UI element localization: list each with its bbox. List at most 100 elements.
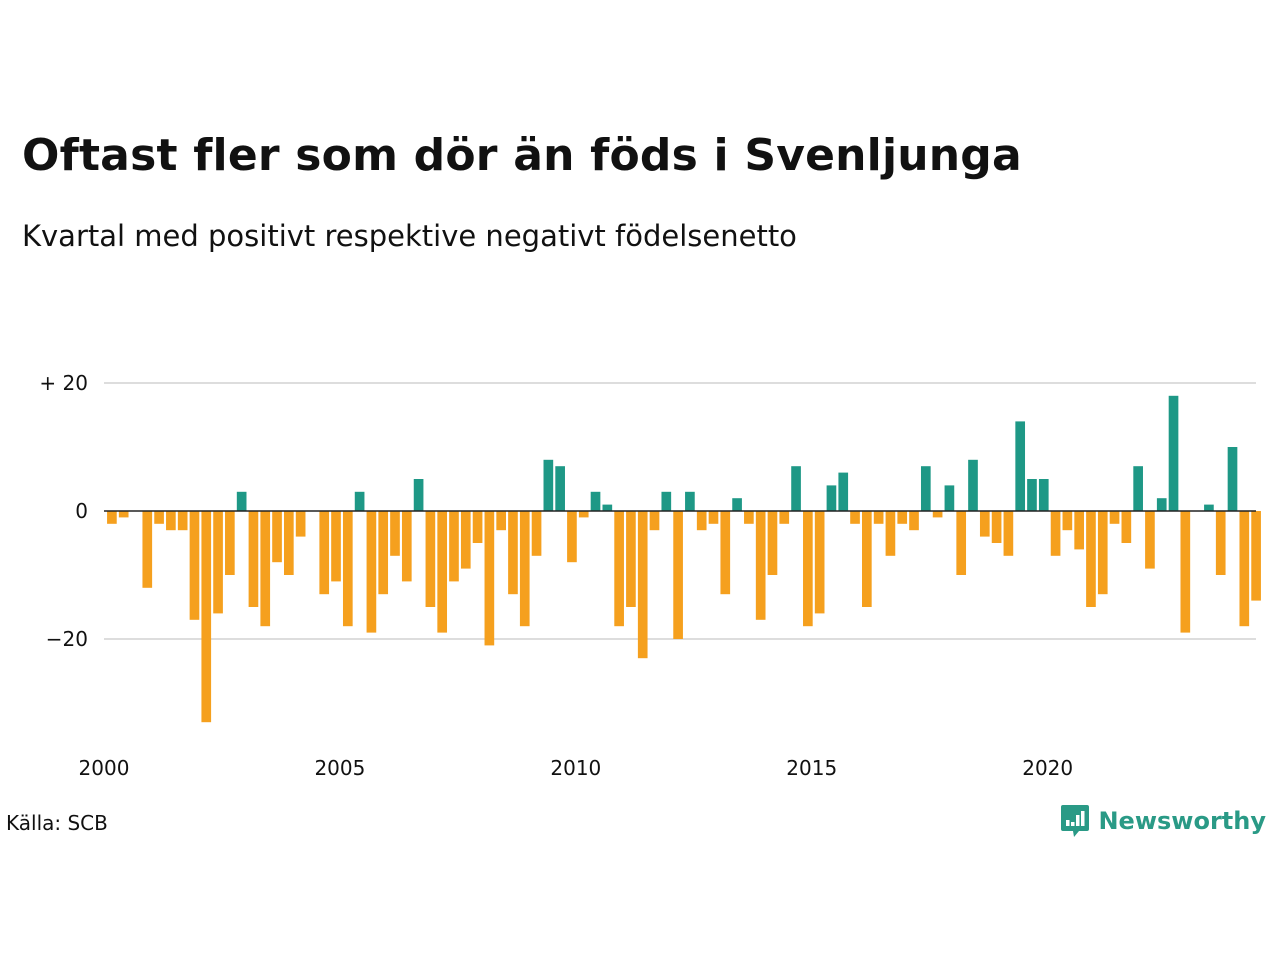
bar-2004-k3 [319,511,330,595]
bar-2012-k3 [696,511,707,531]
bar-2017-k2 [920,466,931,511]
bar-2008-k1 [484,511,495,646]
bar-2019-k4 [1038,479,1049,511]
bar-2000-k1 [107,511,117,524]
bar-2020-k3 [1074,511,1084,550]
y-axis-ticks: + 20 0 −20 [39,371,88,651]
y-tick-label: 0 [75,499,88,523]
bar-2017-k1 [909,511,919,531]
bar-2021-k2 [1109,511,1120,524]
newsworthy-logo-icon [1061,805,1090,837]
bar-2012-k4 [708,511,719,524]
bar-2005-k3 [366,511,377,633]
bar-2012-k1 [673,511,683,639]
brand-logo: Newsworthy [1060,804,1266,838]
bar-2018-k4 [991,511,1002,543]
bar-2022-k2 [1156,498,1167,511]
bar-2010-k2 [590,491,601,511]
source-note: Källa: SCB [6,811,108,835]
bar-2022-k1 [1145,511,1155,569]
bar-2010-k1 [578,511,589,518]
bar-2011-k1 [626,511,636,607]
bar-2004-k4 [331,511,341,582]
bar-2002-k4 [236,491,247,511]
x-axis-ticks: 2000 2005 2010 2015 2020 [79,756,1074,780]
bar-2002-k1 [201,511,212,723]
bar-2016-k2 [873,511,884,524]
bar-2010-k3 [602,504,613,511]
bar-2019-k2 [1015,421,1026,511]
bar-2003-k4 [284,511,294,575]
bar-2016-k1 [862,511,872,607]
bar-2001-k2 [166,511,176,531]
bar-2011-k2 [637,511,648,659]
bar-2001-k1 [154,511,164,524]
bar-2009-k3 [555,466,565,511]
bar-2017-k3 [932,511,943,518]
bar-2022-k4 [1180,511,1191,633]
bar-2019-k3 [1027,479,1037,511]
bar-2005-k4 [378,511,389,595]
bar-2021-k3 [1121,511,1132,543]
bar-2013-k4 [755,511,766,620]
bar-2002-k3 [225,511,235,575]
bar-2014-k3 [791,466,801,511]
brand-name: Newsworthy [1098,807,1266,835]
bar-2013-k2 [732,498,742,511]
bar-2004-k1 [295,511,306,537]
bar-2017-k4 [944,485,955,511]
bar-2011-k4 [661,491,672,511]
bar-2007-k2 [449,511,459,582]
x-tick-label: 2020 [1022,756,1073,780]
y-tick-label: −20 [46,627,88,651]
bar-2006-k2 [401,511,412,582]
bar-2005-k1 [342,511,353,627]
bar-2023-k3 [1215,511,1226,575]
bar-2006-k3 [413,479,424,511]
bar-2007-k3 [460,511,471,569]
bar-2020-k4 [1086,511,1096,607]
bar-2009-k4 [567,511,577,563]
x-tick-label: 2005 [314,756,365,780]
bar-2015-k1 [814,511,825,614]
bar-2024-k1 [1239,511,1250,627]
bar-2006-k4 [425,511,436,607]
bar-2018-k3 [979,511,990,537]
bar-2019-k1 [1003,511,1014,556]
bar-2008-k2 [496,511,506,531]
bar-2015-k2 [826,485,837,511]
bar-2023-k2 [1204,504,1214,511]
bar-2014-k2 [779,511,790,524]
x-tick-label: 2015 [786,756,837,780]
bar-2007-k1 [437,511,448,633]
bar-2021-k1 [1097,511,1108,595]
x-tick-label: 2000 [79,756,130,780]
bar-2024-k2 [1251,511,1261,601]
bar-2021-k4 [1133,466,1143,511]
bar-2014-k4 [803,511,813,627]
chart-subtitle: Kvartal med positivt respektive negativt… [22,219,797,253]
bar-2000-k2 [118,511,129,518]
bar-2009-k1 [531,511,542,556]
bar-2009-k2 [543,459,554,511]
bar-2013-k3 [744,511,754,524]
x-tick-label: 2010 [550,756,601,780]
bar-2003-k3 [272,511,282,563]
bar-2010-k4 [614,511,624,627]
bar-2014-k1 [767,511,778,575]
bar-2001-k3 [177,511,188,531]
bar-2015-k4 [850,511,860,524]
bar-2020-k1 [1050,511,1061,556]
bar-2016-k4 [897,511,908,524]
bar-2008-k4 [519,511,530,627]
bar-2023-k4 [1227,447,1238,511]
y-tick-label: + 20 [39,371,88,395]
bar-2001-k4 [189,511,200,620]
bar-2015-k3 [838,472,849,511]
bar-2003-k2 [260,511,271,627]
bar-2013-k1 [720,511,731,595]
bars-layer [107,395,1261,723]
bar-2020-k2 [1062,511,1073,531]
